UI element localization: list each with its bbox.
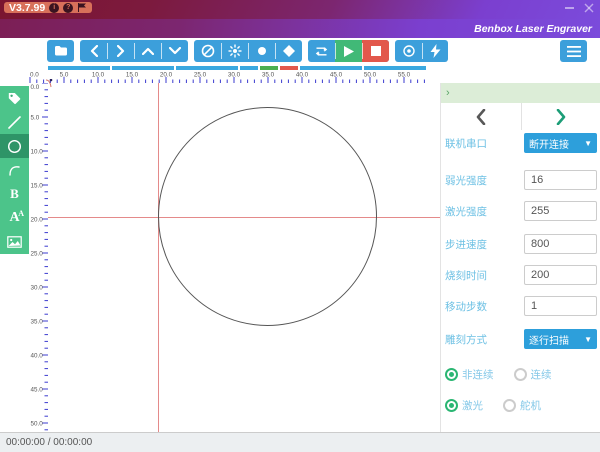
svg-text:5.0: 5.0 <box>31 114 40 121</box>
svg-text:25.0: 25.0 <box>31 250 44 257</box>
svg-text:45.0: 45.0 <box>31 386 44 393</box>
svg-text:35.0: 35.0 <box>262 72 275 79</box>
svg-text:35.0: 35.0 <box>31 318 44 325</box>
svg-text:10.0: 10.0 <box>92 72 105 79</box>
svg-text:50.0: 50.0 <box>364 72 377 79</box>
svg-text:15.0: 15.0 <box>31 182 44 189</box>
svg-text:30.0: 30.0 <box>31 284 44 291</box>
svg-text:15.0: 15.0 <box>126 72 139 79</box>
svg-text:0.0: 0.0 <box>31 84 40 91</box>
svg-text:40.0: 40.0 <box>31 352 44 359</box>
svg-text:45.0: 45.0 <box>330 72 343 79</box>
svg-text:20.0: 20.0 <box>31 216 44 223</box>
svg-text:10.0: 10.0 <box>31 148 44 155</box>
svg-text:55.0: 55.0 <box>398 72 411 79</box>
svg-text:20.0: 20.0 <box>160 72 173 79</box>
svg-text:40.0: 40.0 <box>296 72 309 79</box>
svg-text:50.0: 50.0 <box>31 420 44 427</box>
svg-text:30.0: 30.0 <box>228 72 241 79</box>
svg-text:0.0: 0.0 <box>30 72 39 79</box>
svg-text:25.0: 25.0 <box>194 72 207 79</box>
svg-text:5.0: 5.0 <box>60 72 69 79</box>
